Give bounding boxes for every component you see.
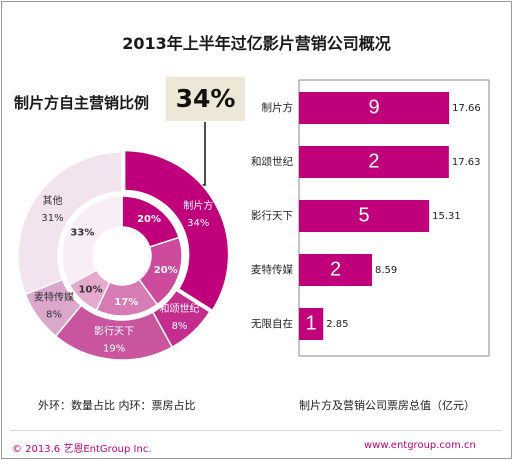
- bar-count-label: 9: [368, 96, 379, 118]
- inner-slice-value-label: 17%: [114, 297, 138, 308]
- bar-chart-caption: 制片方及营销公司票房总值（亿元）: [299, 399, 475, 412]
- self-marketing-ratio-label: 制片方自主营销比例: [14, 94, 150, 112]
- bar-category-label: 影行天下: [251, 209, 293, 222]
- bar-count-label: 2: [368, 150, 379, 172]
- donut-slice-group: 制片方 34%: [123, 149, 230, 312]
- donut-slice-group: 33%: [61, 195, 123, 286]
- inner-slice-value-label: 33%: [70, 228, 94, 239]
- footer-url: www.entgroup.com.cn: [364, 440, 476, 451]
- inner-slice-value-label: 10%: [79, 285, 103, 296]
- outer-slice-value-label: 34%: [187, 218, 209, 229]
- bar-value-label: 15.31: [432, 211, 461, 222]
- bar-category-label: 和颂世纪: [251, 156, 293, 168]
- outer-slice-name-label: 和颂世纪: [160, 303, 200, 315]
- bar-chart: 制片方 9 17.66 和颂世纪 2 17.63 影行天下 5 15.31 麦特传媒 2 8.59 无限…: [251, 79, 490, 357]
- donut-slice-group: 和颂世纪 8%: [151, 289, 211, 349]
- outer-slice-name-label: 其他: [43, 194, 63, 207]
- bar-count-label: 1: [306, 312, 317, 334]
- outer-ring-slice: [17, 151, 123, 296]
- donut-hole: [94, 228, 150, 284]
- bar-value-label: 17.63: [452, 157, 481, 168]
- outer-slice-name-label: 麦特传媒: [34, 291, 74, 303]
- chart-title: 2013年上半年过亿影片营销公司概况: [122, 34, 391, 53]
- bar: [299, 308, 324, 340]
- bar-value-label: 2.85: [326, 319, 348, 330]
- bar-category-label: 制片方: [262, 101, 294, 114]
- bar: [299, 92, 450, 124]
- bar-count-label: 5: [359, 204, 370, 226]
- bar-value-label: 8.59: [375, 265, 397, 276]
- outer-slice-name-label: 制片方: [183, 199, 213, 212]
- outer-slice-name-label: 影行天下: [94, 325, 134, 338]
- bar-category-label: 无限自在: [251, 317, 293, 330]
- inner-slice-value-label: 20%: [137, 214, 161, 225]
- outer-slice-value-label: 8%: [46, 309, 62, 320]
- outer-slice-value-label: 31%: [41, 213, 63, 224]
- bar: [299, 254, 373, 286]
- bar-value-label: 17.66: [452, 103, 481, 114]
- outer-slice-value-label: 8%: [172, 321, 188, 332]
- bar-count-label: 2: [330, 258, 341, 280]
- bar: [299, 200, 430, 232]
- ring-legend-caption: 外环：数量占比 内环：票房占比: [38, 399, 196, 412]
- bar-category-label: 麦特传媒: [251, 263, 293, 276]
- inner-slice-value-label: 20%: [154, 265, 178, 276]
- outer-slice-value-label: 19%: [103, 344, 125, 355]
- donut-slice-group: 影行天下 19%: [54, 304, 174, 361]
- footer-divider: [10, 430, 502, 431]
- donut-chart: 制片方 34% 和颂世纪 8% 影行天下 19% 麦特传媒 8% 其他 31% 20% 20% 17% 1…: [17, 149, 230, 361]
- inner-ring-slice: [61, 195, 123, 286]
- bar: [299, 146, 449, 178]
- outer-ring-slice: [123, 149, 230, 312]
- footer-copyright: © 2013.6 艺恩EntGroup Inc.: [12, 444, 152, 455]
- donut-slice-group: 其他 31%: [17, 151, 123, 296]
- self-marketing-ratio-value: 34%: [166, 77, 245, 121]
